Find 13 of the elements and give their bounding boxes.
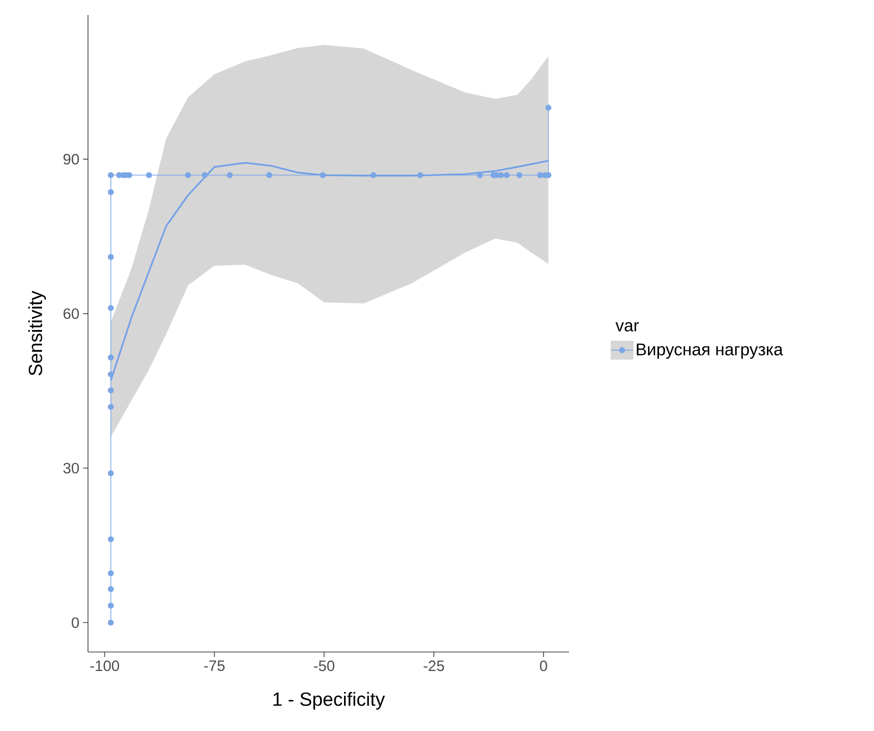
legend-label: Вирусная нагрузка bbox=[636, 344, 784, 359]
y-tick-label: 60 bbox=[64, 308, 79, 319]
x-tick-label: 0 bbox=[540, 660, 548, 672]
y-axis-title: Sensitivity bbox=[28, 290, 46, 376]
y-tick-label: 0 bbox=[72, 617, 79, 628]
x-tick-label: -100 bbox=[90, 660, 120, 672]
y-tick-label: 90 bbox=[63, 154, 79, 164]
x-tick-label: -50 bbox=[314, 660, 334, 672]
y-tick-label: 30 bbox=[63, 462, 79, 474]
x-axis-title: 1 - Specificity bbox=[273, 692, 385, 710]
legend-title: var bbox=[616, 322, 639, 332]
x-tick-label: -75 bbox=[204, 660, 225, 671]
x-tick-label: -25 bbox=[424, 660, 444, 672]
